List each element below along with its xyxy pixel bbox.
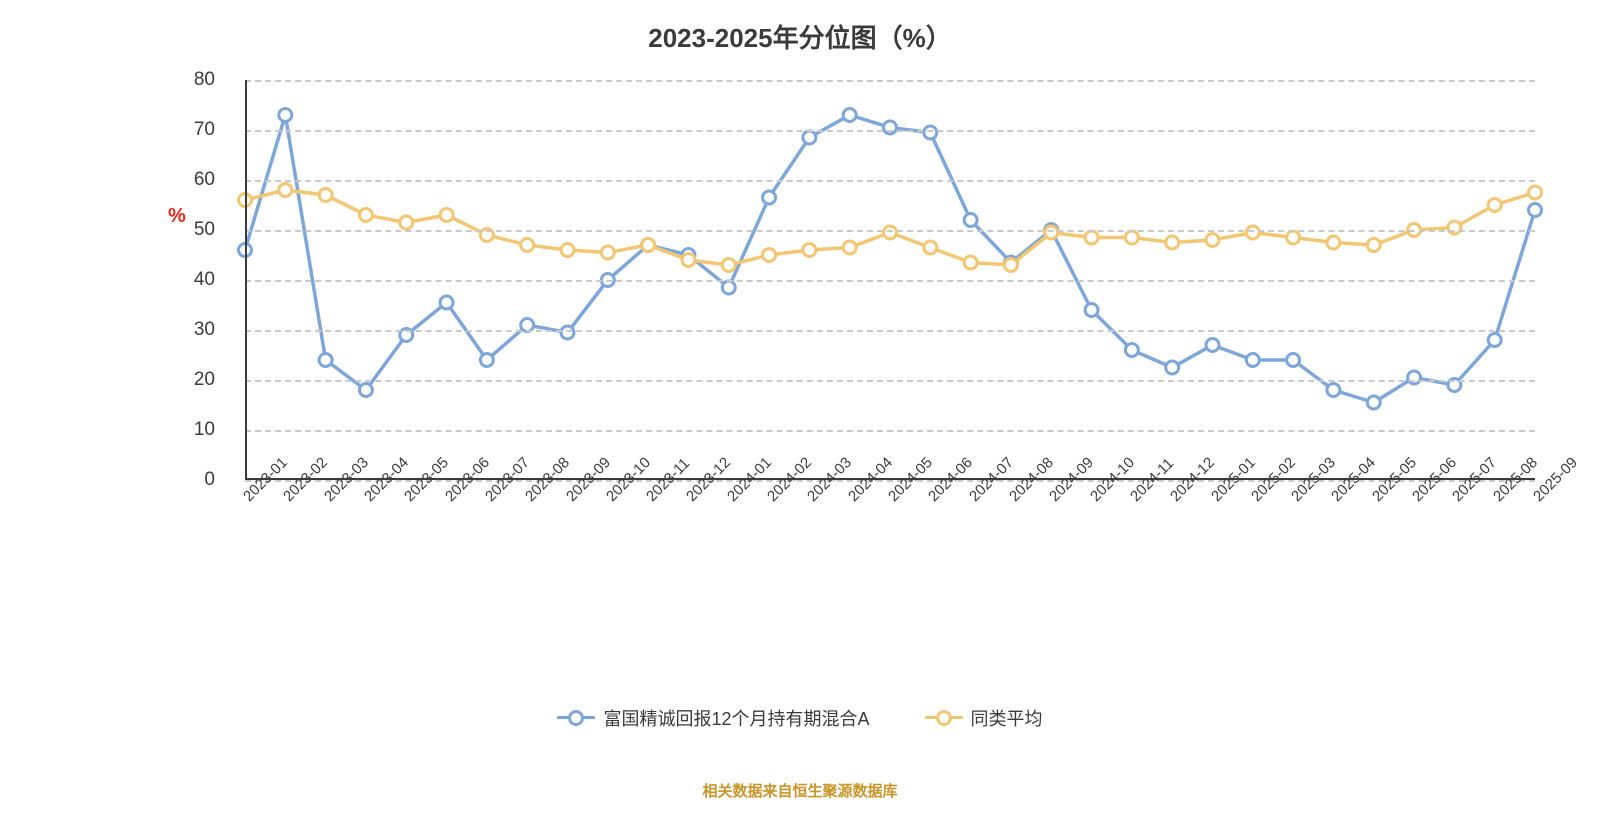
gridline-20 — [245, 380, 1535, 382]
data-point-1-31[interactable] — [1488, 199, 1501, 212]
gridline-70 — [245, 130, 1535, 132]
gridline-80 — [245, 80, 1535, 82]
data-point-0-13[interactable] — [763, 191, 776, 204]
y-tick-label-10: 10 — [155, 419, 215, 441]
legend-label-average: 同类平均 — [971, 705, 1043, 731]
data-point-0-14[interactable] — [803, 131, 816, 144]
data-point-0-23[interactable] — [1166, 361, 1179, 374]
y-tick-label-50: 50 — [155, 219, 215, 241]
footer-note: 相关数据来自恒生聚源数据库 — [0, 780, 1600, 801]
legend-item-average[interactable]: 同类平均 — [925, 705, 1043, 731]
data-point-0-31[interactable] — [1488, 334, 1501, 347]
legend-line-fund — [557, 716, 595, 719]
plot-area: 0 10 20 30 40 50 60 70 80 — [245, 80, 1535, 480]
y-tick-label-40: 40 — [155, 269, 215, 291]
data-point-1-25[interactable] — [1246, 226, 1259, 239]
data-point-1-23[interactable] — [1166, 236, 1179, 249]
data-point-1-27[interactable] — [1327, 236, 1340, 249]
y-tick-label-20: 20 — [155, 369, 215, 391]
chart-title: 2023-2025年分位图（%） — [0, 18, 1600, 55]
data-point-0-29[interactable] — [1408, 371, 1421, 384]
legend-marker-fund — [568, 710, 584, 726]
data-point-0-15[interactable] — [843, 109, 856, 122]
data-point-1-13[interactable] — [763, 249, 776, 262]
gridline-50 — [245, 230, 1535, 232]
y-axis-line — [245, 80, 247, 480]
data-point-1-17[interactable] — [924, 241, 937, 254]
data-point-1-32[interactable] — [1529, 186, 1542, 199]
data-point-0-5[interactable] — [440, 296, 453, 309]
line-series-0 — [245, 115, 1535, 403]
data-point-1-7[interactable] — [521, 239, 534, 252]
data-point-1-2[interactable] — [319, 189, 332, 202]
data-point-1-8[interactable] — [561, 244, 574, 257]
data-point-1-18[interactable] — [964, 256, 977, 269]
data-point-0-8[interactable] — [561, 326, 574, 339]
data-point-0-3[interactable] — [359, 384, 372, 397]
data-point-0-22[interactable] — [1125, 344, 1138, 357]
data-point-1-24[interactable] — [1206, 234, 1219, 247]
data-point-0-2[interactable] — [319, 354, 332, 367]
gridline-40 — [245, 280, 1535, 282]
legend-item-fund[interactable]: 富国精诚回报12个月持有期混合A — [557, 705, 869, 731]
y-tick-label-30: 30 — [155, 319, 215, 341]
x-tick-label-2025-09: 2025-09 — [1530, 454, 1581, 505]
data-point-1-20[interactable] — [1045, 226, 1058, 239]
data-point-1-9[interactable] — [601, 246, 614, 259]
data-point-1-26[interactable] — [1287, 231, 1300, 244]
data-point-1-10[interactable] — [642, 239, 655, 252]
data-point-0-21[interactable] — [1085, 304, 1098, 317]
data-point-0-16[interactable] — [884, 121, 897, 134]
data-point-1-28[interactable] — [1367, 239, 1380, 252]
data-point-0-1[interactable] — [279, 109, 292, 122]
y-tick-label-60: 60 — [155, 169, 215, 191]
legend-marker-average — [936, 710, 952, 726]
chart-area: % 0 10 20 30 40 50 60 70 80 2023-01 2023-02 2023-0… — [50, 65, 1550, 495]
data-point-1-19[interactable] — [1004, 259, 1017, 272]
chart-legend: 富国精诚回报12个月持有期混合A 同类平均 — [0, 703, 1600, 731]
data-point-1-14[interactable] — [803, 244, 816, 257]
legend-label-fund: 富国精诚回报12个月持有期混合A — [603, 705, 869, 731]
data-point-1-15[interactable] — [843, 241, 856, 254]
data-point-1-30[interactable] — [1448, 221, 1461, 234]
y-tick-label-0: 0 — [155, 469, 215, 491]
data-point-1-5[interactable] — [440, 209, 453, 222]
data-point-1-11[interactable] — [682, 254, 695, 267]
data-point-1-1[interactable] — [279, 184, 292, 197]
data-point-1-12[interactable] — [722, 259, 735, 272]
y-tick-label-70: 70 — [155, 119, 215, 141]
data-point-0-27[interactable] — [1327, 384, 1340, 397]
legend-line-average — [925, 716, 963, 719]
data-point-1-4[interactable] — [400, 216, 413, 229]
gridline-60 — [245, 180, 1535, 182]
data-point-0-12[interactable] — [722, 281, 735, 294]
data-point-1-21[interactable] — [1085, 231, 1098, 244]
data-point-0-32[interactable] — [1529, 204, 1542, 217]
gridline-10 — [245, 430, 1535, 432]
x-axis-labels: 2023-01 2023-02 2023-03 2023-04 2023-05 2023-… — [245, 485, 1535, 615]
data-point-0-24[interactable] — [1206, 339, 1219, 352]
data-point-1-16[interactable] — [884, 226, 897, 239]
data-point-0-17[interactable] — [924, 126, 937, 139]
data-point-0-18[interactable] — [964, 214, 977, 227]
data-point-0-26[interactable] — [1287, 354, 1300, 367]
y-tick-label-80: 80 — [155, 69, 215, 91]
data-point-0-28[interactable] — [1367, 396, 1380, 409]
data-point-0-25[interactable] — [1246, 354, 1259, 367]
gridline-30 — [245, 330, 1535, 332]
data-point-0-6[interactable] — [480, 354, 493, 367]
data-point-1-22[interactable] — [1125, 231, 1138, 244]
data-point-1-3[interactable] — [359, 209, 372, 222]
